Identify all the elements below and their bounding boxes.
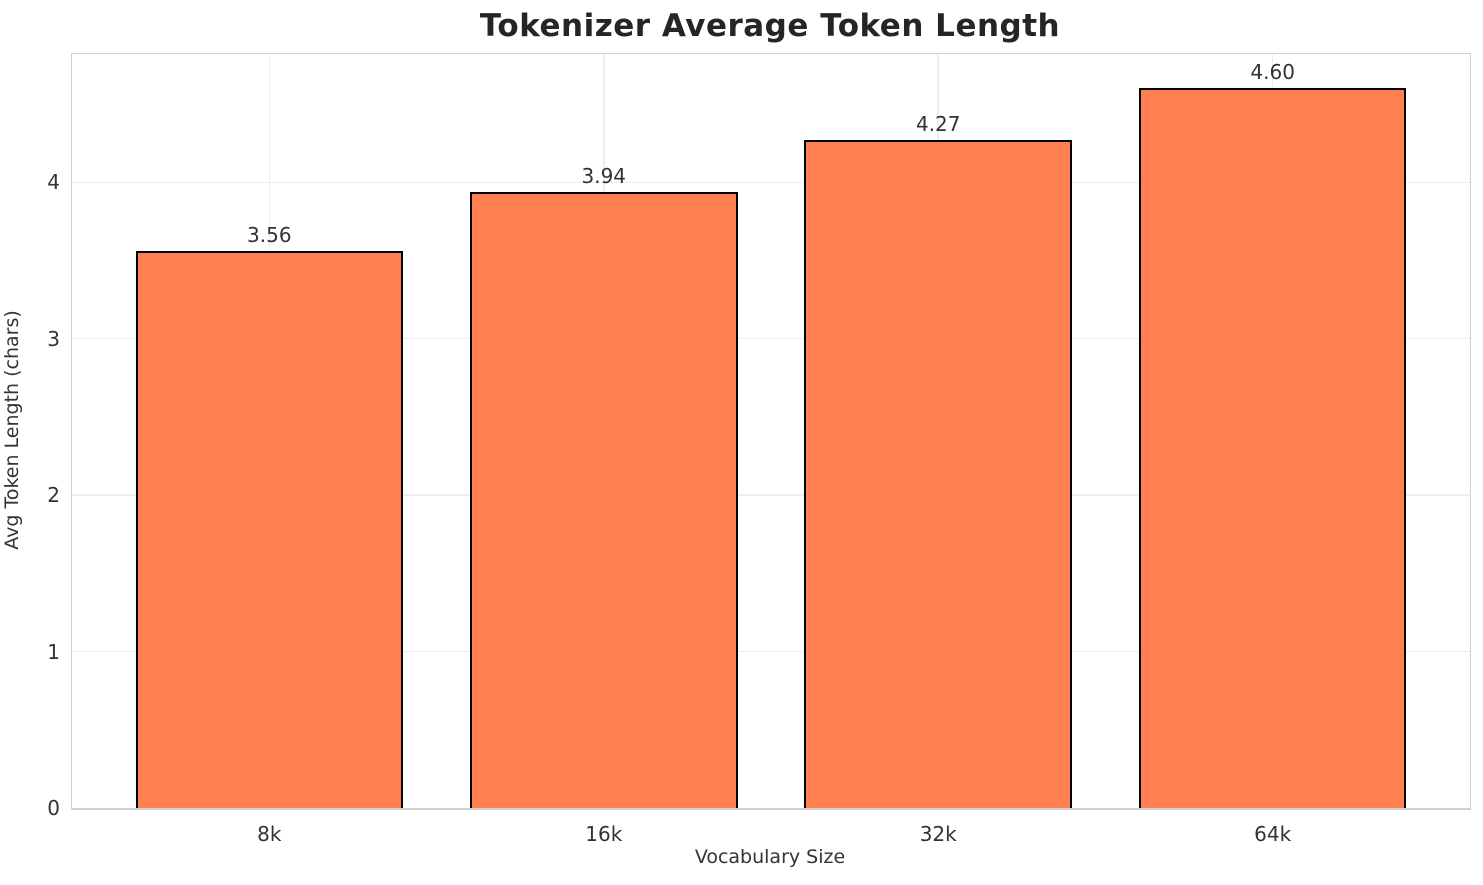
x-tick-label: 8k — [257, 822, 282, 846]
x-tick-label: 64k — [1254, 822, 1292, 846]
x-tick-label: 16k — [585, 822, 623, 846]
bar-8k — [135, 251, 404, 808]
bar-value-label: 3.94 — [581, 163, 627, 188]
y-tick-label: 4 — [47, 170, 60, 195]
bar-64k — [1138, 88, 1407, 808]
y-axis-label: Avg Token Length (chars) — [1, 310, 23, 550]
y-gridline — [72, 494, 1470, 496]
chart-title: Tokenizer Average Token Length — [479, 8, 1061, 44]
y-gridline — [72, 650, 1470, 653]
y-gridline — [72, 181, 1470, 184]
y-tick-label: 0 — [47, 796, 60, 820]
x-tick-label: 32k — [919, 822, 957, 846]
x-axis-label: Vocabulary Size — [694, 846, 846, 868]
y-tick-label: 1 — [47, 639, 60, 664]
bar-value-label: 4.27 — [915, 112, 961, 137]
y-tick-label: 2 — [47, 483, 60, 508]
plot-area: 0 1 2 3 4 3.56 8k 3.94 16k 4.27 32k 4.60 64k — [47, 53, 1471, 846]
bar-16k — [469, 191, 738, 808]
bar-value-label: 4.60 — [1250, 60, 1295, 85]
y-gridline — [72, 337, 1470, 340]
bar-value-label: 3.56 — [247, 223, 292, 248]
y-tick-label: 3 — [47, 326, 60, 351]
bar-32k — [804, 140, 1072, 808]
